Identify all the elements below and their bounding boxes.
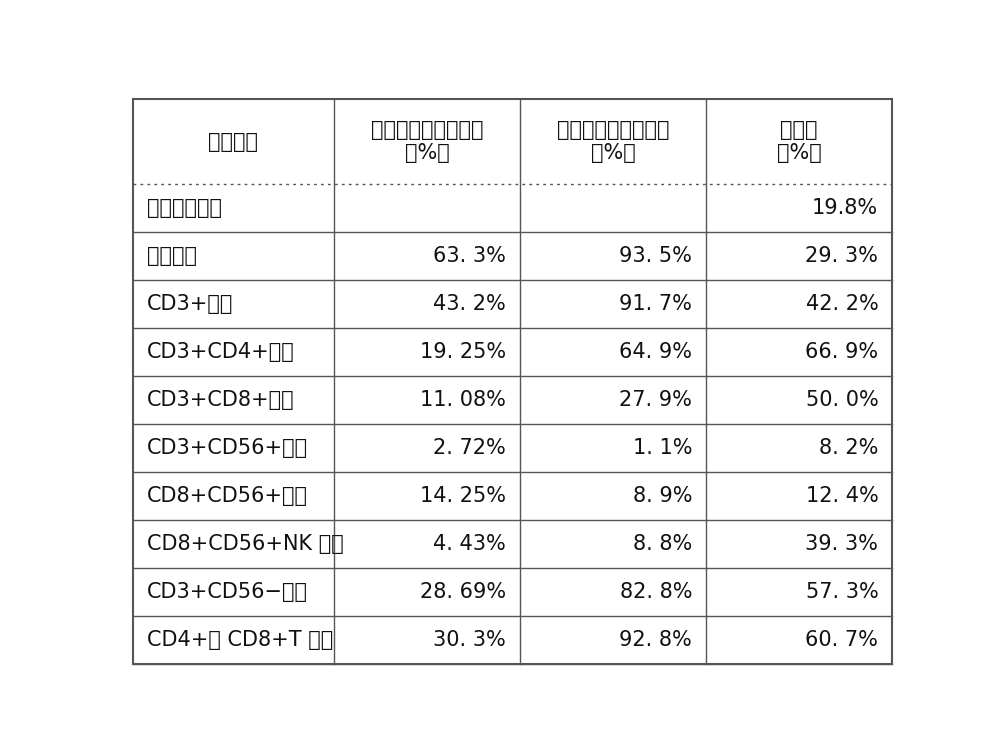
Text: 29. 3%: 29. 3% bbox=[805, 246, 878, 265]
Text: 细胞组分: 细胞组分 bbox=[208, 132, 258, 151]
Text: CD8+CD56+细胞: CD8+CD56+细胞 bbox=[147, 486, 308, 506]
Text: 43. 2%: 43. 2% bbox=[433, 293, 506, 314]
Text: 91. 7%: 91. 7% bbox=[619, 293, 692, 314]
Text: 39. 3%: 39. 3% bbox=[805, 534, 878, 554]
Text: 93. 5%: 93. 5% bbox=[619, 246, 692, 265]
Text: 2. 72%: 2. 72% bbox=[433, 438, 506, 458]
Text: 82. 8%: 82. 8% bbox=[620, 582, 692, 602]
Text: 27. 9%: 27. 9% bbox=[619, 390, 692, 410]
Text: 分离后组分占总细胞
（%）: 分离后组分占总细胞 （%） bbox=[557, 120, 669, 163]
Text: 分离前组分占总细胞
（%）: 分离前组分占总细胞 （%） bbox=[371, 120, 483, 163]
Text: 8. 8%: 8. 8% bbox=[633, 534, 692, 554]
Text: 30. 3%: 30. 3% bbox=[433, 630, 506, 650]
Text: 19. 25%: 19. 25% bbox=[420, 342, 506, 361]
Text: 淋巴细胞: 淋巴细胞 bbox=[147, 246, 197, 265]
Text: CD8+CD56+NK 细胞: CD8+CD56+NK 细胞 bbox=[147, 534, 343, 554]
Text: 11. 08%: 11. 08% bbox=[420, 390, 506, 410]
Text: CD4+和 CD8+T 细胞: CD4+和 CD8+T 细胞 bbox=[147, 630, 333, 650]
Text: 19.8%: 19.8% bbox=[812, 197, 878, 218]
Text: 28. 69%: 28. 69% bbox=[420, 582, 506, 602]
Text: 64. 9%: 64. 9% bbox=[619, 342, 692, 361]
Text: 8. 9%: 8. 9% bbox=[633, 486, 692, 506]
Text: 66. 9%: 66. 9% bbox=[805, 342, 878, 361]
Text: 50. 0%: 50. 0% bbox=[806, 390, 878, 410]
Text: CD3+CD56−细胞: CD3+CD56−细胞 bbox=[147, 582, 308, 602]
Text: 4. 43%: 4. 43% bbox=[433, 534, 506, 554]
Text: 8. 2%: 8. 2% bbox=[819, 438, 878, 458]
Text: CD3+CD8+细胞: CD3+CD8+细胞 bbox=[147, 390, 294, 410]
Text: CD3+细胞: CD3+细胞 bbox=[147, 293, 233, 314]
Text: 14. 25%: 14. 25% bbox=[420, 486, 506, 506]
Text: 1. 1%: 1. 1% bbox=[633, 438, 692, 458]
Text: CD3+CD56+细胞: CD3+CD56+细胞 bbox=[147, 438, 308, 458]
Text: 60. 7%: 60. 7% bbox=[805, 630, 878, 650]
Text: 57. 3%: 57. 3% bbox=[806, 582, 878, 602]
Text: 总单个核细胞: 总单个核细胞 bbox=[147, 197, 222, 218]
Text: 42. 2%: 42. 2% bbox=[806, 293, 878, 314]
Text: 12. 4%: 12. 4% bbox=[806, 486, 878, 506]
Text: 回收率
（%）: 回收率 （%） bbox=[777, 120, 822, 163]
Text: 63. 3%: 63. 3% bbox=[433, 246, 506, 265]
Text: 92. 8%: 92. 8% bbox=[619, 630, 692, 650]
Text: CD3+CD4+细胞: CD3+CD4+细胞 bbox=[147, 342, 294, 361]
